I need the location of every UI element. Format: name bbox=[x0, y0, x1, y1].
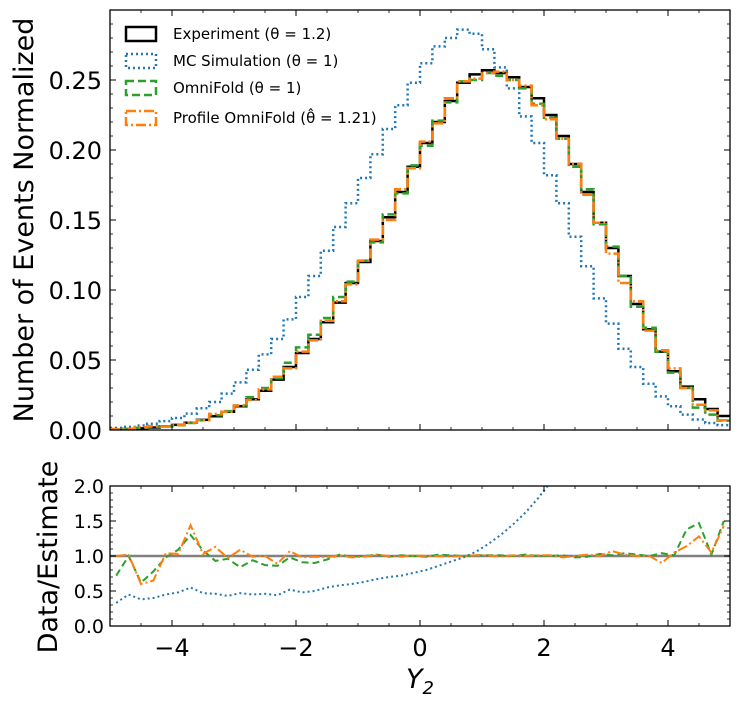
ratio-x-tick-label: 2 bbox=[536, 634, 551, 662]
ratio-x-tick-label: 4 bbox=[660, 634, 675, 662]
x-axis-label-subscript: 2 bbox=[423, 678, 434, 699]
main-y-tick-label: 0.00 bbox=[49, 417, 102, 445]
ratio-y-axis-label: Data/Estimate bbox=[33, 461, 64, 654]
legend-entry-omnifold: OmniFold (θ = 1) bbox=[124, 79, 301, 97]
main-y-tick-label: 0.10 bbox=[49, 277, 102, 305]
histogram-series-4 bbox=[110, 70, 730, 431]
legend-swatch-omnifold bbox=[124, 79, 158, 97]
ratio-y-tick-label: 0.0 bbox=[74, 616, 104, 638]
ratio-y-tick-label: 2.0 bbox=[74, 476, 104, 498]
ratio-x-tick-label: −2 bbox=[278, 634, 313, 662]
legend-swatch-mc-simulation bbox=[124, 52, 158, 70]
ratio-panel: 0.00.51.01.52.0 −4 −2 0 2 4 Data/Estimate Y2 bbox=[33, 461, 731, 699]
legend-swatch-profile-omnifold bbox=[124, 109, 158, 127]
ratio-x-tick-label: −4 bbox=[154, 634, 189, 662]
legend-entry-mc-simulation: MC Simulation (θ = 1) bbox=[124, 52, 338, 70]
main-histogram-panel: 0.00 0.05 0.10 0.15 0.20 0.25 Number of Event… bbox=[9, 9, 731, 445]
ratio-y-tick-label: 1.0 bbox=[74, 546, 104, 568]
legend-entry-profile-omnifold: Profile OmniFold (θ̂ = 1.21) bbox=[124, 107, 377, 127]
legend-label-omnifold: OmniFold (θ = 1) bbox=[173, 79, 301, 97]
main-y-tick-label: 0.05 bbox=[49, 347, 102, 375]
histogram-series-group bbox=[110, 28, 730, 431]
ratio-series-group bbox=[115, 486, 725, 604]
ratio-series-1 bbox=[115, 486, 549, 604]
legend-swatch-experiment bbox=[124, 25, 158, 43]
main-y-axis-label: Number of Events Normalized bbox=[9, 18, 40, 423]
main-y-tick-label: 0.20 bbox=[49, 137, 102, 165]
ratio-x-tick-label: 0 bbox=[412, 634, 427, 662]
x-axis-label: Y2 bbox=[406, 664, 434, 699]
ratio-series-3 bbox=[116, 522, 725, 586]
ratio-x-ticks: −4 −2 0 2 4 bbox=[109, 486, 731, 662]
ratio-y-tick-label: 0.5 bbox=[74, 581, 104, 603]
x-axis-label-main: Y bbox=[406, 664, 425, 695]
main-x-ticks bbox=[109, 10, 731, 430]
legend-label-profile-omnifold: Profile OmniFold (θ̂ = 1.21) bbox=[173, 107, 377, 127]
legend-label-experiment: Experiment (θ = 1.2) bbox=[173, 25, 331, 43]
main-y-ticks: 0.00 0.05 0.10 0.15 0.20 0.25 bbox=[49, 23, 730, 445]
ratio-y-tick-label: 1.5 bbox=[74, 511, 104, 533]
legend: Experiment (θ = 1.2) MC Simulation (θ = … bbox=[124, 25, 377, 127]
legend-entry-experiment: Experiment (θ = 1.2) bbox=[124, 25, 331, 43]
main-y-tick-label: 0.15 bbox=[49, 207, 102, 235]
histogram-series-2 bbox=[110, 28, 730, 430]
legend-label-mc-simulation: MC Simulation (θ = 1) bbox=[173, 52, 338, 70]
ratio-y-ticks: 0.0 0.5 1.0 1.5 2.0 bbox=[74, 476, 730, 638]
main-y-tick-label: 0.25 bbox=[49, 67, 102, 95]
